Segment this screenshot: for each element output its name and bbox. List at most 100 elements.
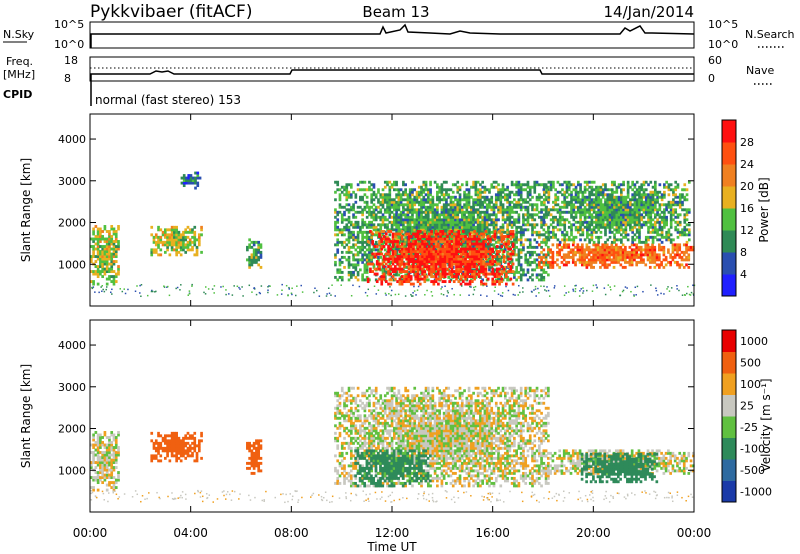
range-gate-cell — [406, 195, 410, 199]
range-gate-cell — [463, 218, 466, 222]
range-gate-cell — [370, 220, 374, 224]
range-gate-cell — [465, 205, 469, 209]
range-gate-cell — [503, 188, 507, 192]
range-gate-cell — [402, 205, 405, 209]
range-gate-cell — [441, 247, 445, 251]
range-gate-cell — [400, 260, 404, 263]
range-gate-cell — [248, 265, 251, 269]
range-gate-cell — [150, 233, 154, 237]
range-gate-cell — [429, 193, 432, 197]
range-gate-cell — [456, 205, 460, 209]
range-gate-cell — [438, 200, 441, 204]
range-gate-cell — [499, 258, 503, 262]
range-gate-cell — [414, 260, 418, 263]
range-gate-cell — [354, 243, 358, 247]
range-gate-cell — [430, 247, 433, 251]
range-gate-cell — [387, 265, 390, 268]
range-gate-cell — [567, 200, 571, 204]
range-gate-cell — [441, 275, 445, 279]
range-gate-cell — [481, 180, 485, 184]
range-gate-cell — [450, 267, 454, 271]
range-gate-cell — [554, 203, 557, 207]
range-gate-cell — [583, 258, 586, 262]
range-gate-cell — [640, 193, 644, 197]
range-gate-cell — [503, 220, 507, 224]
range-gate-cell — [549, 218, 553, 222]
range-gate-cell — [545, 205, 548, 209]
range-gate-cell — [371, 252, 375, 256]
range-gate-cell — [432, 237, 436, 241]
range-gate-cell — [491, 267, 495, 271]
range-gate-cell — [440, 228, 444, 232]
range-gate-cell — [365, 253, 369, 257]
range-gate-cell — [480, 245, 483, 248]
range-gate-cell — [633, 220, 637, 224]
range-gate-cell — [482, 270, 486, 274]
range-gate-cell — [108, 277, 111, 281]
range-gate-cell — [537, 198, 541, 202]
range-gate-cell — [405, 247, 409, 251]
range-gate-cell — [481, 225, 485, 229]
range-gate-cell — [340, 190, 344, 194]
range-gate-cell — [576, 250, 580, 254]
range-gate-cell — [468, 257, 472, 261]
range-gate-cell — [552, 233, 555, 237]
range-gate-cell — [372, 225, 376, 229]
range-gate-cell — [570, 183, 573, 187]
range-gate-cell — [424, 223, 428, 227]
range-gate-cell — [436, 223, 439, 227]
range-gate-cell — [535, 230, 539, 234]
range-gate-cell — [434, 265, 438, 268]
range-gate-cell — [112, 232, 116, 236]
range-gate-cell — [340, 243, 344, 247]
range-gate-cell — [196, 181, 200, 185]
range-gate-cell — [454, 220, 457, 224]
range-gate-cell — [515, 278, 518, 282]
range-gate-cell — [597, 205, 601, 209]
range-gate-cell — [409, 235, 413, 238]
range-gate-cell — [402, 210, 405, 214]
range-gate-cell — [581, 260, 584, 264]
range-gate-cell — [601, 250, 605, 254]
range-gate-cell — [338, 275, 342, 279]
range-gate-cell — [427, 252, 431, 256]
range-gate-cell — [338, 193, 342, 197]
range-gate-cell — [556, 243, 559, 247]
range-gate-cell — [374, 205, 378, 209]
range-gate-cell — [649, 208, 653, 212]
range-gate-cell — [259, 253, 263, 257]
range-gate-cell — [382, 235, 386, 238]
range-gate-cell — [368, 238, 371, 242]
range-gate-cell — [633, 193, 637, 197]
range-gate-cell — [563, 218, 567, 222]
range-gate-cell — [658, 258, 661, 262]
range-gate-cell — [347, 203, 351, 207]
range-gate-cell — [377, 198, 380, 202]
range-gate-cell — [540, 273, 543, 277]
range-gate-cell — [551, 265, 555, 269]
range-gate-cell — [363, 258, 367, 262]
range-gate-cell — [497, 195, 500, 199]
range-gate-cell — [422, 205, 426, 209]
range-gate-cell — [403, 275, 406, 279]
range-gate-cell — [352, 215, 355, 219]
range-gate-cell — [667, 200, 671, 204]
range-gate-cell — [370, 223, 374, 227]
range-gate-cell — [108, 235, 111, 238]
range-gate-cell — [620, 233, 623, 237]
range-gate-cell — [397, 208, 401, 212]
range-gate-cell — [531, 195, 534, 199]
range-gate-cell — [656, 208, 659, 212]
range-gate-cell — [159, 228, 163, 232]
range-gate-cell — [371, 240, 375, 243]
range-gate-cell — [626, 190, 630, 194]
range-gate-cell — [437, 245, 440, 248]
range-gate-cell — [479, 193, 482, 197]
range-gate-cell — [336, 278, 340, 282]
range-gate-cell — [403, 265, 406, 268]
range-gate-cell — [381, 205, 385, 209]
range-gate-cell — [439, 267, 442, 271]
range-gate-cell — [590, 200, 594, 204]
range-gate-cell — [441, 272, 445, 276]
range-gate-cell — [601, 215, 605, 219]
